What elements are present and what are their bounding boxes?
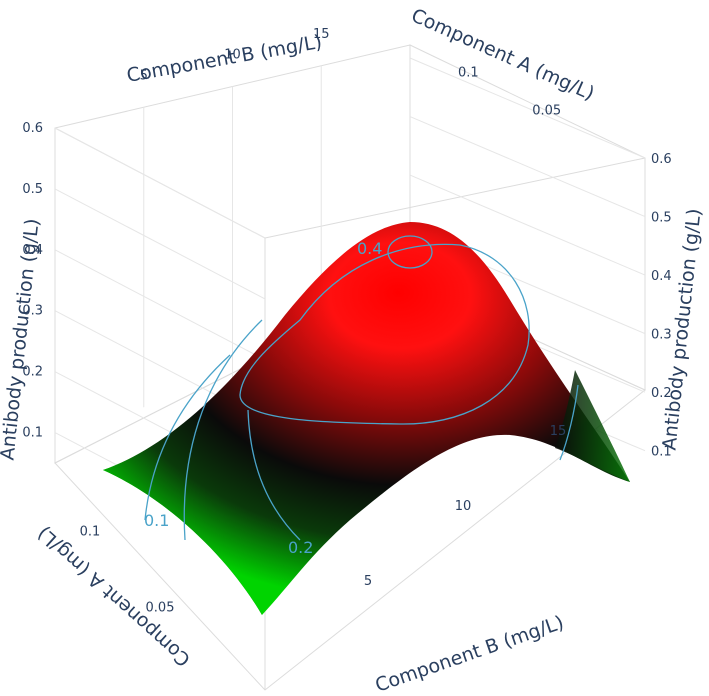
contour-line-0.1-left — [144, 354, 231, 521]
contour-line-0.4 — [387, 235, 433, 269]
z-tick-right: 0.3 — [651, 328, 672, 343]
z-tick-right: 0.1 — [651, 445, 672, 460]
contour-label-0.2: 0.2 — [288, 538, 313, 557]
y-tick-top: 0.05 — [532, 103, 561, 118]
response-surface[interactable] — [103, 222, 630, 615]
contour-label-0.4: 0.4 — [357, 239, 382, 258]
x-tick-top: 10 — [224, 48, 241, 63]
z-tick-left: 0.2 — [22, 365, 43, 380]
z-tick-left: 0.4 — [22, 243, 43, 258]
x-axis-title-bottom: Component B (mg/L) — [372, 612, 566, 696]
z-gridline-left — [54, 249, 266, 361]
contour-line-0.2-right — [559, 384, 579, 461]
y-tick-bottom: 0.05 — [146, 600, 175, 615]
z-tick-left: 0.1 — [22, 426, 43, 441]
z-tick-left: 0.3 — [22, 304, 43, 319]
y-axis-title-bottom: Component A (mg/L) — [33, 522, 195, 671]
x-tick-top: 15 — [313, 27, 330, 42]
z-tick-right: 0.2 — [651, 386, 672, 401]
z-tick-left: 0.5 — [22, 182, 43, 197]
contour-line-0.2-left — [183, 319, 263, 541]
z-tick-right: 0.5 — [651, 211, 672, 226]
contour-label-0.1: 0.1 — [144, 511, 169, 530]
x-tick-top: 5 — [140, 68, 148, 83]
x-tick-bottom: 10 — [455, 499, 472, 514]
contour-labels: 0.4 0.2 0.1 — [144, 239, 382, 557]
z-tick-right: 0.4 — [651, 269, 672, 284]
z-tick-left: 0.6 — [22, 121, 43, 136]
contour-line-0.2-front — [247, 409, 301, 541]
surface-main — [103, 222, 630, 615]
z-gridline-left — [54, 188, 266, 300]
y-tick-bottom: 0.1 — [80, 525, 101, 540]
x-tick-bottom: 15 — [550, 424, 567, 439]
y-tick-top: 0.1 — [458, 66, 479, 81]
z-gridline-right — [409, 174, 646, 276]
z-gridline-right — [409, 57, 646, 159]
contour-line-0.3 — [239, 243, 530, 425]
surface-right-flank — [555, 370, 630, 482]
z-tick-right: 0.6 — [651, 152, 672, 167]
tick-labels: 5 5 10 10 15 15 0.05 0.05 0.1 0.1 0.1 0.1 0.2 0.2 0.3 0… — [22, 27, 671, 616]
contour-lines — [144, 235, 579, 541]
z-gridline-right — [409, 116, 646, 218]
z-gridline-left — [54, 127, 266, 239]
x-tick-bottom: 5 — [364, 574, 372, 589]
x-axis-title-top: Component B (mg/L) — [125, 31, 324, 87]
